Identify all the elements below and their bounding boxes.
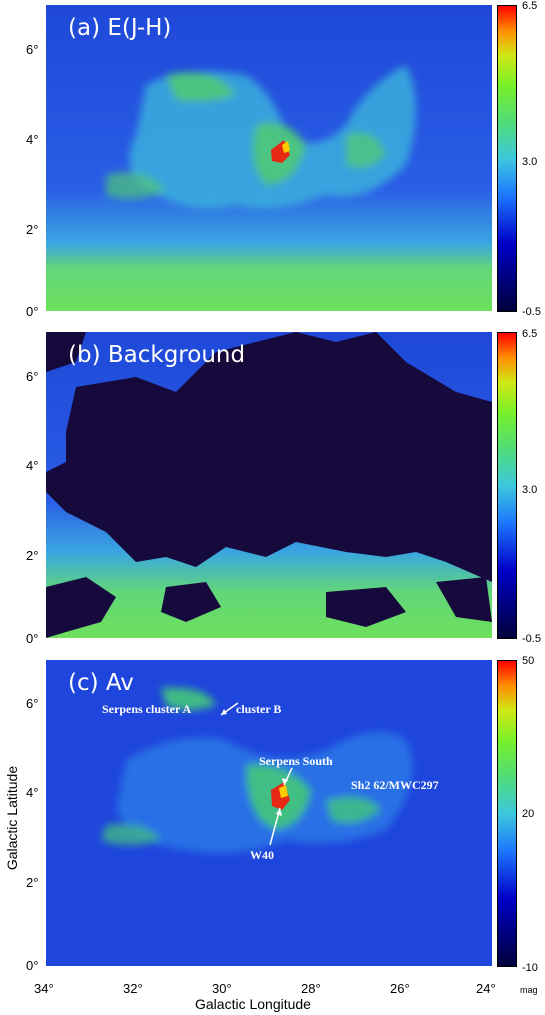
colorbar-a	[497, 5, 517, 312]
xtick-26: 26°	[390, 981, 410, 996]
cbar-b-min: -0.5	[522, 633, 541, 645]
cbar-a-mid: 3.0	[522, 156, 538, 168]
colorbar-c	[497, 660, 517, 967]
colorbar-b	[497, 332, 517, 639]
ytick-b-4: 4°	[26, 458, 39, 473]
ytick-b-0: 0°	[26, 631, 39, 646]
cbar-b-mid: 3.0	[522, 484, 538, 496]
ytick-a-4: 4°	[26, 132, 39, 147]
cbar-c-max: 50	[522, 655, 535, 667]
ytick-a-0: 0°	[26, 304, 39, 319]
panel-b-background-map: (b) Background	[46, 332, 492, 638]
ytick-c-4: 4°	[26, 785, 39, 800]
panel-b-label: (b) Background	[68, 342, 246, 368]
cbar-c-unit: mag	[520, 985, 538, 995]
panel-a-ejh-map: (a) E(J-H)	[46, 5, 492, 311]
y-axis-label: Galactic Latitude	[4, 765, 20, 871]
ytick-b-2: 2°	[26, 548, 39, 563]
ytick-b-6: 6°	[26, 369, 39, 384]
ytick-c-0: 0°	[26, 958, 39, 973]
annotation-cluster-b: cluster B	[236, 702, 282, 716]
cbar-c-min: -10	[522, 962, 538, 974]
xtick-28: 28°	[301, 981, 321, 996]
annotation-w40: W40	[250, 848, 274, 862]
x-axis-label: Galactic Longitude	[195, 996, 311, 1012]
xtick-32: 32°	[123, 981, 143, 996]
panel-c-label: (c) Av	[68, 670, 134, 696]
ytick-c-6: 6°	[26, 696, 39, 711]
panel-c-av-map: (c) Av Serpens cluster A cluster B Serpe…	[46, 660, 492, 966]
cbar-a-min: -0.5	[522, 306, 541, 318]
cbar-a-max: 6.5	[522, 0, 538, 12]
ytick-a-2: 2°	[26, 222, 39, 237]
cbar-c-mid: 20	[522, 808, 535, 820]
xtick-24: 24°	[476, 981, 496, 996]
ytick-c-2: 2°	[26, 875, 39, 890]
annotation-serpens-cluster-a: Serpens cluster A	[102, 702, 192, 716]
annotation-sh2: Sh2 62/MWC297	[351, 778, 439, 792]
xtick-30: 30°	[212, 981, 232, 996]
cbar-b-max: 6.5	[522, 328, 538, 340]
panel-a-label: (a) E(J-H)	[68, 15, 172, 41]
annotation-serpens-south: Serpens South	[259, 754, 333, 768]
xtick-34: 34°	[34, 981, 54, 996]
ytick-a-6: 6°	[26, 42, 39, 57]
